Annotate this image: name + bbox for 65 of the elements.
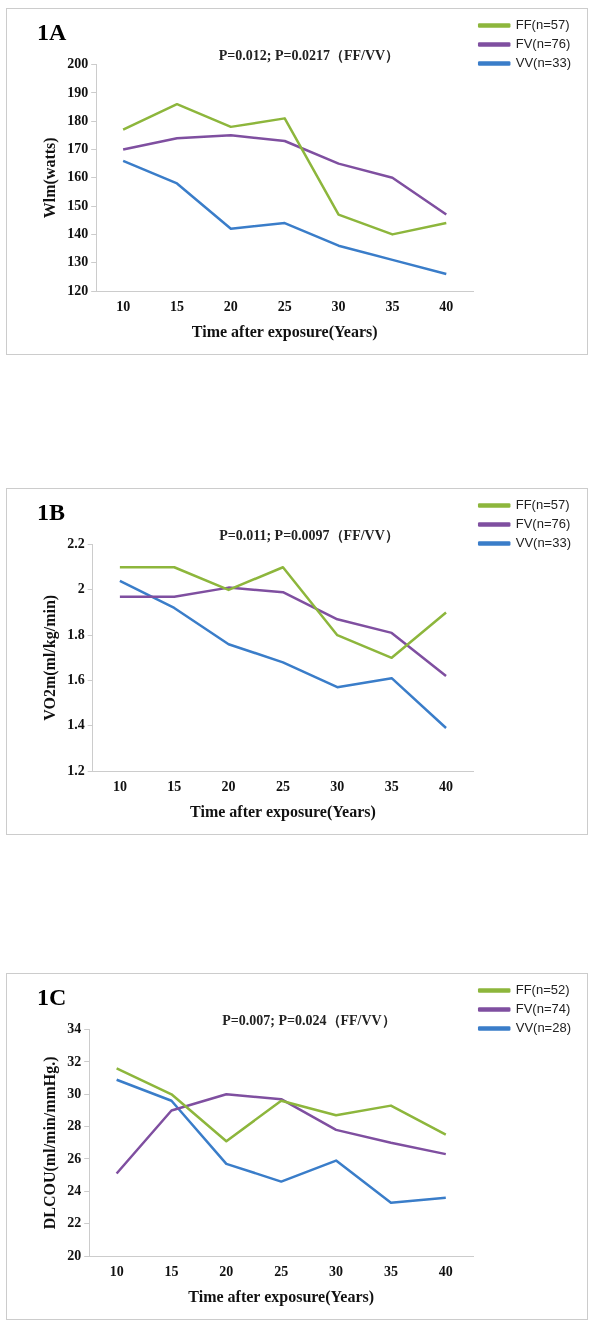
y-tick-label: 1.2 xyxy=(67,762,85,778)
x-tick-label: 15 xyxy=(169,299,184,315)
x-tick-label: 30 xyxy=(329,1264,344,1280)
y-tick-label: 2.2 xyxy=(67,536,85,552)
legend-label: FF(n=52) xyxy=(515,982,570,998)
x-tick-label: 25 xyxy=(277,299,292,315)
y-axis-title: Wlm(watts) xyxy=(40,137,59,219)
x-tick-label: 30 xyxy=(330,779,345,795)
y-tick-label: 1.4 xyxy=(67,717,85,733)
x-tick-label: 35 xyxy=(384,779,399,795)
legend-label: VV(n=28) xyxy=(515,1020,572,1036)
y-tick-label: 2 xyxy=(77,581,85,597)
y-tick-label: 150 xyxy=(67,197,89,213)
y-tick-label: 24 xyxy=(67,1182,82,1198)
y-tick-label: 32 xyxy=(67,1053,82,1069)
x-tick-label: 25 xyxy=(275,779,290,795)
y-tick-label: 20 xyxy=(67,1247,82,1263)
y-tick-label: 30 xyxy=(67,1085,82,1101)
y-tick-label: 26 xyxy=(67,1150,82,1166)
y-tick-label: 120 xyxy=(67,282,89,298)
x-tick-label: 10 xyxy=(116,299,131,315)
x-tick-label: 10 xyxy=(109,1264,124,1280)
chart-subtitle: P=0.007; P=0.024（FF/VV） xyxy=(222,1012,396,1028)
y-tick-label: 180 xyxy=(67,112,89,128)
x-tick-label: 15 xyxy=(164,1264,179,1280)
y-axis-title: DLCOU(ml/min/mmHg.) xyxy=(40,1056,59,1230)
y-tick-label: 1.6 xyxy=(67,672,85,688)
y-tick-label: 22 xyxy=(67,1215,82,1231)
y-tick-label: 1.8 xyxy=(67,626,85,642)
y-axis-title: VO2m(ml/kg/min) xyxy=(40,594,59,721)
x-axis-title: Time after exposure(Years) xyxy=(191,322,378,341)
x-tick-label: 20 xyxy=(223,299,238,315)
y-tick-label: 160 xyxy=(67,169,89,185)
x-tick-label: 15 xyxy=(167,779,182,795)
x-tick-label: 30 xyxy=(331,299,346,315)
chart-title: 1B xyxy=(37,498,66,525)
x-tick-label: 40 xyxy=(439,299,454,315)
x-tick-label: 40 xyxy=(439,779,454,795)
y-tick-label: 140 xyxy=(67,226,89,242)
x-tick-label: 40 xyxy=(438,1264,453,1280)
x-axis-title: Time after exposure(Years) xyxy=(190,802,376,821)
legend-label: VV(n=33) xyxy=(515,535,572,551)
x-tick-label: 20 xyxy=(221,779,236,795)
y-tick-label: 130 xyxy=(67,254,89,270)
legend-label: VV(n=33) xyxy=(515,55,572,71)
y-tick-label: 190 xyxy=(67,84,89,100)
chart-title: 1A xyxy=(37,18,67,45)
legend-label: FV(n=74) xyxy=(515,1001,571,1017)
x-axis-title: Time after exposure(Years) xyxy=(188,1287,375,1306)
x-tick-label: 20 xyxy=(219,1264,234,1280)
y-tick-label: 170 xyxy=(67,141,89,157)
y-tick-label: 34 xyxy=(67,1021,82,1037)
x-tick-label: 10 xyxy=(112,779,127,795)
chart-subtitle: P=0.012; P=0.0217（FF/VV） xyxy=(218,47,400,63)
y-tick-label: 200 xyxy=(67,56,89,72)
x-tick-label: 25 xyxy=(274,1264,289,1280)
chart-title: 1C xyxy=(37,983,67,1010)
x-tick-label: 35 xyxy=(383,1264,398,1280)
legend-label: FF(n=57) xyxy=(515,17,570,33)
legend-label: FV(n=76) xyxy=(515,36,571,52)
chart-subtitle: P=0.011; P=0.0097（FF/VV） xyxy=(219,527,399,543)
legend-label: FV(n=76) xyxy=(515,516,571,532)
legend-label: FF(n=57) xyxy=(515,497,570,513)
x-tick-label: 35 xyxy=(385,299,400,315)
y-tick-label: 28 xyxy=(67,1118,82,1134)
